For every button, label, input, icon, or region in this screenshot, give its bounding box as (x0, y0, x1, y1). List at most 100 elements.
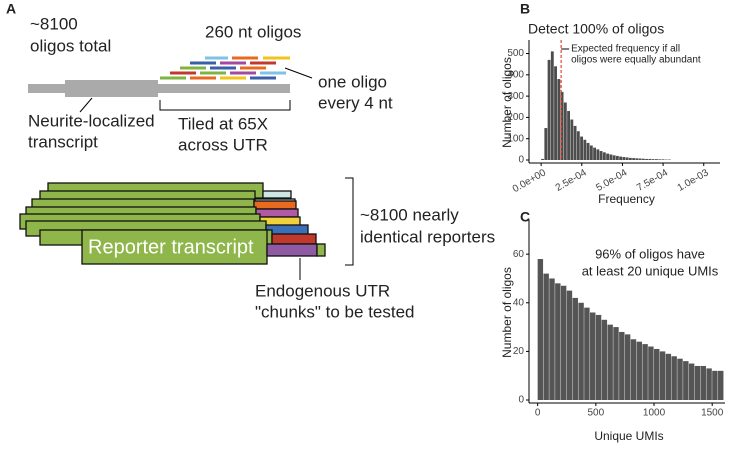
bar (683, 361, 689, 400)
annotation: at least 20 unique UMIs (582, 263, 719, 278)
x-tick-label: 5.0e-04 (594, 167, 629, 194)
bar (706, 368, 712, 400)
label: identical reporters (360, 227, 495, 246)
bar (590, 312, 596, 400)
pointer (284, 67, 313, 79)
bar (613, 327, 619, 400)
label: Endogenous UTR (255, 281, 390, 300)
y-tick-label: 400 (507, 69, 524, 80)
bracket (159, 100, 291, 111)
bar (630, 339, 637, 400)
bar (671, 356, 677, 400)
annotation: oligos were equally abundant (571, 55, 701, 66)
panel-label: C (520, 209, 530, 225)
y-tick-label: 20 (513, 346, 525, 357)
bar (694, 365, 701, 400)
bracket (345, 177, 354, 266)
x-tick-label: 1500 (701, 408, 724, 419)
y-tick-label: 0 (518, 155, 524, 166)
bar (625, 157, 629, 160)
bar (636, 341, 642, 400)
y-tick-label: 500 (507, 48, 524, 59)
bar (567, 111, 570, 160)
bar (622, 157, 626, 160)
x-tick-label: 7.5e-04 (635, 167, 670, 194)
bar (615, 155, 619, 160)
bar (658, 159, 662, 160)
x-tick-label: 500 (587, 408, 604, 419)
bar (651, 159, 655, 160)
label: transcript (28, 132, 98, 151)
bar (596, 149, 600, 160)
x-tick-label: 0 (535, 408, 541, 419)
panel-label: B (520, 1, 530, 17)
bar (638, 158, 642, 160)
chart-title: Detect 100% of oligos (528, 21, 664, 37)
bar (570, 119, 574, 160)
diagram: ~8100 oligos total 260 nt oligos one oli… (19, 14, 495, 321)
pointer (79, 97, 93, 113)
bar (543, 273, 549, 400)
x-tick-label: 0.0e+00 (511, 167, 548, 195)
bar (541, 158, 544, 160)
bar (635, 158, 639, 160)
bar (607, 324, 613, 400)
bar (612, 155, 616, 160)
bar (632, 158, 636, 160)
bar (677, 358, 683, 400)
bar (648, 346, 654, 400)
bar (601, 319, 608, 400)
y-axis-label: Number of oligos (500, 267, 514, 358)
bar (642, 344, 648, 400)
x-axis-label: Frequency (598, 192, 655, 206)
y-tick-label: 0 (518, 395, 524, 406)
bar (624, 334, 631, 400)
bar (576, 131, 580, 160)
label: Neurite-localized (28, 111, 155, 130)
bar (628, 157, 632, 160)
label: every 4 nt (318, 93, 393, 112)
annotation: Expected frequency if all (571, 44, 680, 55)
bar (641, 158, 645, 160)
bar (578, 302, 584, 400)
label: ~8100 nearly (360, 205, 459, 224)
bar (688, 363, 695, 400)
x-tick-label: 1000 (643, 408, 666, 419)
y-axis-label: Number of oligos (500, 57, 514, 148)
bar (619, 156, 623, 160)
y-tick-label: 200 (507, 112, 524, 123)
bar (537, 259, 544, 400)
y-tick-label: 40 (513, 297, 525, 308)
bar (648, 158, 652, 160)
label: 260 nt oligos (205, 22, 301, 41)
oligos (160, 56, 290, 80)
bar (665, 353, 672, 400)
bar (606, 153, 610, 160)
label: ~8100 (30, 14, 78, 33)
bar (619, 331, 625, 400)
bar (554, 66, 557, 160)
bar (584, 307, 590, 400)
bar (654, 159, 658, 160)
bar (712, 370, 718, 400)
bar (700, 365, 706, 400)
label: oligos total (30, 36, 111, 55)
bar (602, 152, 606, 160)
bar (609, 154, 613, 160)
y-tick-label: 100 (507, 133, 524, 144)
transcript-bar (65, 80, 158, 97)
label: "chunks" to be tested (255, 302, 415, 321)
bar (583, 139, 587, 160)
bar (560, 285, 567, 400)
bar (566, 290, 573, 400)
bar (661, 159, 665, 160)
bar (645, 158, 649, 160)
bar (580, 136, 584, 160)
x-axis-label: Unique UMIs (594, 429, 663, 443)
x-tick-label: 2.5e-04 (554, 167, 589, 194)
transcript-bar (28, 84, 290, 93)
bar (560, 91, 564, 160)
bar (572, 297, 578, 400)
label: one oligo (318, 72, 387, 91)
